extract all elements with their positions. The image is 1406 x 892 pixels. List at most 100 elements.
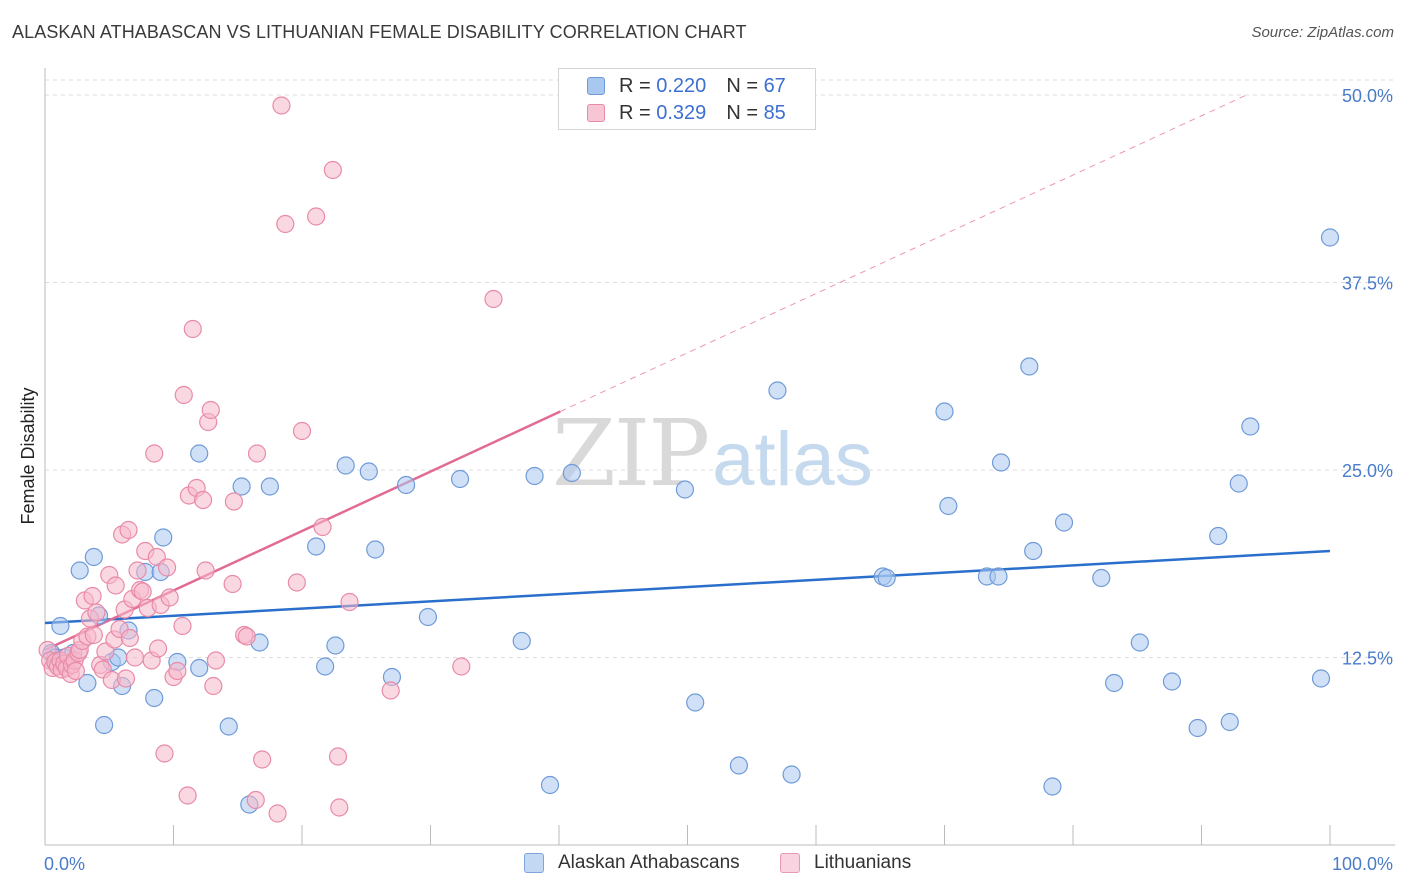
- point-lithuanian: [276, 214, 295, 234]
- legend-n-value: 85: [763, 102, 786, 124]
- point-athabascan: [1054, 513, 1074, 532]
- point-lithuanian: [313, 517, 332, 537]
- point-athabascan: [232, 477, 251, 496]
- point-lithuanian: [83, 586, 102, 606]
- stats-legend: R = 0.220 N = 67 R = 0.329 N = 85: [558, 68, 816, 130]
- point-athabascan: [1311, 669, 1331, 688]
- point-lithuanian: [145, 444, 164, 463]
- point-athabascan: [51, 616, 70, 636]
- point-athabascan: [316, 657, 335, 676]
- point-athabascan: [1209, 526, 1228, 546]
- point-athabascan: [219, 717, 238, 736]
- legend-r-value: 0.220: [656, 75, 707, 97]
- point-lithuanian: [178, 786, 197, 805]
- point-athabascan: [336, 456, 355, 475]
- point-athabascan: [686, 693, 705, 712]
- point-lithuanian: [120, 628, 139, 648]
- point-lithuanian: [272, 96, 291, 115]
- trend-lines: [44, 94, 1331, 652]
- point-athabascan: [939, 496, 958, 516]
- point-athabascan: [70, 561, 89, 580]
- point-lithuanian: [237, 627, 256, 646]
- point-athabascan: [525, 466, 544, 486]
- point-lithuanian: [223, 574, 242, 594]
- point-lithuanian: [128, 561, 147, 580]
- point-athabascan: [1229, 474, 1248, 493]
- point-athabascan: [78, 673, 97, 693]
- point-lithuanian: [323, 160, 342, 180]
- point-athabascan: [1130, 633, 1149, 652]
- y-tick-label: 12.5%: [1342, 649, 1393, 669]
- point-athabascan: [782, 765, 801, 784]
- point-lithuanian: [330, 798, 349, 817]
- bottom-legend-label-lithuanians: Lithuanians: [814, 852, 912, 873]
- point-athabascan: [95, 715, 114, 735]
- point-lithuanian: [287, 573, 306, 592]
- grid-lines: [45, 79, 1395, 658]
- bottom-legend-swatch-pink: [780, 853, 800, 873]
- point-athabascan: [145, 688, 164, 708]
- source-label: Source: ZipAtlas.com: [1251, 24, 1394, 41]
- legend-r-label: R =: [619, 75, 657, 97]
- point-athabascan: [418, 607, 438, 627]
- legend-swatch-pink: [587, 104, 605, 122]
- point-lithuanian: [125, 648, 145, 667]
- legend-text-lithuanians: R = 0.329 N = 85: [619, 102, 786, 125]
- y-tick-label: 37.5%: [1342, 274, 1393, 294]
- legend-n-label: N =: [726, 102, 764, 124]
- point-lithuanian: [193, 490, 213, 510]
- point-athabascan: [366, 540, 385, 559]
- point-lithuanian: [268, 804, 287, 823]
- legend-text-athabascans: R = 0.220 N = 67: [619, 75, 786, 98]
- point-athabascan: [512, 631, 531, 651]
- chart-title: ALASKAN ATHABASCAN VS LITHUANIAN FEMALE …: [12, 22, 747, 42]
- point-athabascan: [326, 636, 345, 655]
- tick-labels: 12.5% 25.0% 37.5% 50.0% 0.0% 100.0% Female Dis…: [18, 86, 1393, 874]
- trend-line-lithuanians-extension: [560, 94, 1247, 412]
- point-lithuanian: [183, 319, 202, 339]
- point-athabascan: [1092, 568, 1111, 588]
- point-lithuanian: [84, 625, 103, 645]
- point-athabascan: [1024, 541, 1043, 561]
- axes: [44, 68, 1395, 846]
- point-athabascan: [1241, 417, 1260, 436]
- point-lithuanian: [484, 289, 503, 309]
- legend-r-value: 0.329: [656, 102, 707, 124]
- point-lithuanian: [307, 207, 326, 226]
- point-lithuanian: [247, 444, 267, 463]
- point-lithuanian: [106, 576, 125, 595]
- point-athabascan: [768, 381, 787, 400]
- y-tick-label: 25.0%: [1342, 461, 1393, 481]
- point-athabascan: [307, 537, 326, 556]
- point-athabascan: [190, 444, 209, 463]
- point-athabascan: [154, 528, 173, 547]
- point-athabascan: [260, 477, 279, 496]
- point-lithuanian: [292, 421, 312, 441]
- point-lithuanian: [174, 385, 193, 405]
- point-lithuanian: [148, 639, 168, 658]
- series-lithuanians: [38, 96, 503, 823]
- point-athabascan: [84, 547, 103, 567]
- point-lithuanian: [157, 558, 177, 577]
- point-athabascan: [1105, 673, 1124, 693]
- series-alaskan-athabascans: [42, 228, 1340, 814]
- legend-n-value: 67: [763, 75, 786, 97]
- legend-swatch-blue: [587, 77, 605, 95]
- point-athabascan: [1043, 777, 1062, 796]
- point-lithuanian: [204, 676, 223, 696]
- point-lithuanian: [173, 616, 192, 636]
- x-tick-label-max: 100.0%: [1332, 854, 1393, 874]
- point-lithuanian: [66, 661, 85, 681]
- point-athabascan: [1188, 718, 1207, 738]
- point-lithuanian: [381, 681, 400, 700]
- point-lithuanian: [253, 750, 272, 769]
- point-athabascan: [877, 568, 896, 588]
- point-athabascan: [540, 775, 560, 795]
- y-tick-label: 50.0%: [1342, 86, 1393, 106]
- legend-n-label: N =: [726, 75, 764, 97]
- point-lithuanian: [206, 651, 226, 670]
- point-athabascan: [675, 480, 695, 499]
- point-athabascan: [1162, 672, 1182, 691]
- point-lithuanian: [201, 400, 220, 420]
- point-athabascan: [989, 567, 1008, 586]
